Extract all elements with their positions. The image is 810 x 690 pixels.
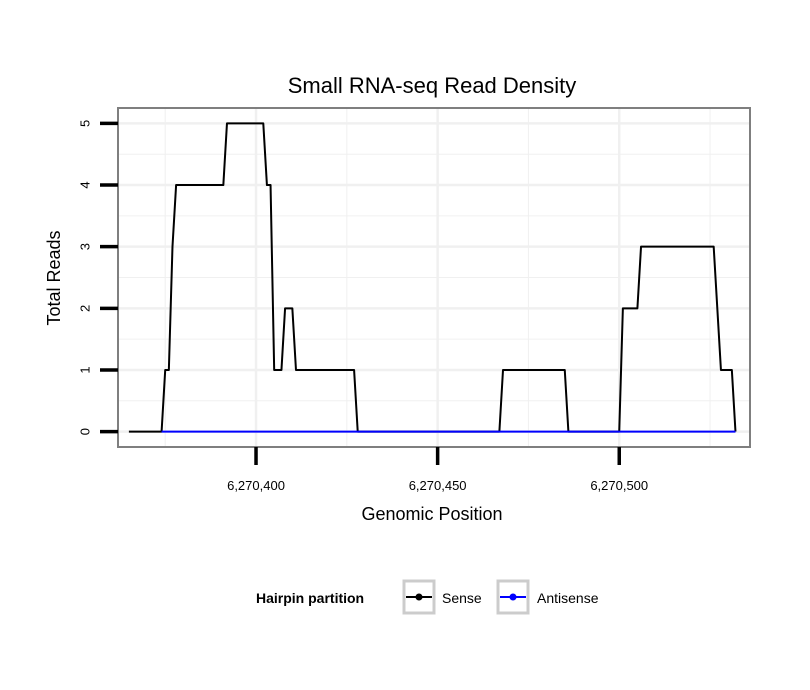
series-line-sense <box>128 122 737 433</box>
y-tick-label: 5 <box>77 120 92 127</box>
legend-label-antisense: Antisense <box>537 590 599 606</box>
y-axis: 0 1 2 3 4 5 <box>77 120 118 435</box>
x-axis-title: Genomic Position <box>361 504 502 524</box>
y-tick-label: 3 <box>77 243 92 250</box>
chart-title: Small RNA-seq Read Density <box>288 73 577 98</box>
legend-label-sense: Sense <box>442 590 482 606</box>
y-tick-label: 2 <box>77 305 92 312</box>
plot-border <box>117 107 751 448</box>
x-tick-label: 6,270,500 <box>590 478 648 493</box>
legend: Hairpin partition Sense Antisense <box>256 579 599 615</box>
legend-title: Hairpin partition <box>256 590 364 606</box>
x-axis: 6,270,400 6,270,450 6,270,500 <box>227 447 648 493</box>
y-tick-label: 1 <box>77 366 92 373</box>
x-tick-label: 6,270,450 <box>409 478 467 493</box>
series-lines <box>128 122 737 433</box>
x-tick-label: 6,270,400 <box>227 478 285 493</box>
y-tick-label: 0 <box>77 428 92 435</box>
legend-swatch-point-sense <box>415 593 423 601</box>
y-tick-label: 4 <box>77 181 92 188</box>
legend-swatch-point-antisense <box>509 593 517 601</box>
y-axis-title: Total Reads <box>44 230 64 325</box>
